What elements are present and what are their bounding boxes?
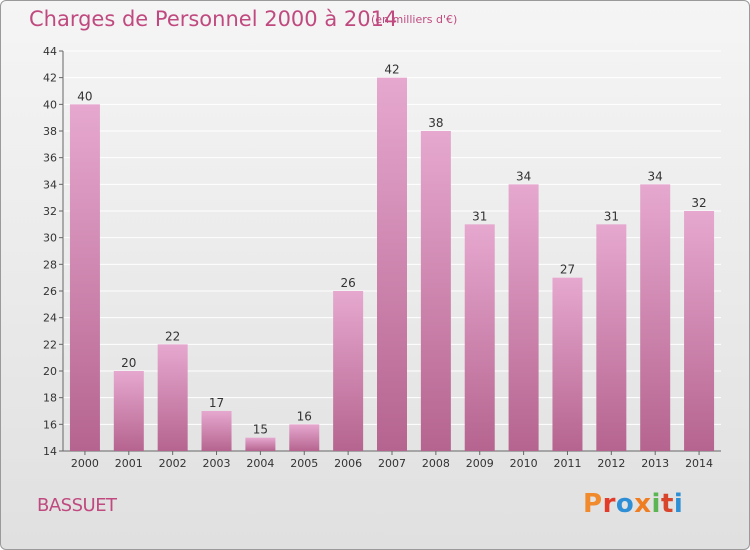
x-tick-label: 2001 xyxy=(115,457,143,470)
y-tick-label: 20 xyxy=(43,365,57,378)
commune-name: BASSUET xyxy=(37,495,117,516)
bar-2005 xyxy=(289,424,320,451)
data-label-2004: 15 xyxy=(253,423,268,437)
bar-2011 xyxy=(552,277,583,451)
y-tick-label: 16 xyxy=(43,418,57,431)
y-tick-label: 28 xyxy=(43,258,57,271)
y-tick-label: 26 xyxy=(43,285,57,298)
data-label-2010: 34 xyxy=(516,169,531,183)
x-tick-label: 2013 xyxy=(641,457,669,470)
bar-2013 xyxy=(640,184,671,452)
y-tick-label: 38 xyxy=(43,125,57,138)
x-tick-label: 2003 xyxy=(203,457,231,470)
y-tick-label: 34 xyxy=(43,178,57,191)
bar-2003 xyxy=(201,411,232,451)
bar-2000 xyxy=(69,104,100,451)
bar-2004 xyxy=(245,437,276,451)
bar-2008 xyxy=(420,131,451,451)
data-label-2013: 34 xyxy=(648,169,663,183)
data-label-2009: 31 xyxy=(472,209,487,223)
y-tick-label: 44 xyxy=(43,45,57,58)
x-tick-label: 2004 xyxy=(246,457,274,470)
y-tick-label: 18 xyxy=(43,392,57,405)
data-label-2011: 27 xyxy=(560,263,575,277)
data-label-2003: 17 xyxy=(209,396,224,410)
y-tick-label: 40 xyxy=(43,98,57,111)
chart-subtitle: (en milliers d'€) xyxy=(371,13,458,26)
x-tick-label: 2008 xyxy=(422,457,450,470)
y-tick-label: 24 xyxy=(43,312,57,325)
data-label-2007: 42 xyxy=(384,63,399,77)
x-tick-label: 2002 xyxy=(159,457,187,470)
x-tick-label: 2000 xyxy=(71,457,99,470)
proxiti-logo[interactable]: Proxiti xyxy=(583,489,683,519)
bar-2001 xyxy=(113,371,144,451)
data-label-2001: 20 xyxy=(121,356,136,370)
y-tick-label: 22 xyxy=(43,338,57,351)
x-tick-label: 2009 xyxy=(466,457,494,470)
bar-2014 xyxy=(684,211,715,451)
logo-letter: i xyxy=(651,489,661,519)
logo-letter: t xyxy=(660,489,674,519)
x-tick-label: 2007 xyxy=(378,457,406,470)
bar-2012 xyxy=(596,224,627,451)
y-tick-label: 30 xyxy=(43,232,57,245)
x-tick-label: 2005 xyxy=(290,457,318,470)
chart-title: Charges de Personnel 2000 à 2014 xyxy=(29,7,398,31)
data-label-2000: 40 xyxy=(77,89,92,103)
bar-2002 xyxy=(157,344,188,451)
bar-2009 xyxy=(464,224,495,451)
x-tick-label: 2012 xyxy=(597,457,625,470)
bars xyxy=(69,77,715,452)
y-tick-label: 42 xyxy=(43,72,57,85)
x-tick-label: 2011 xyxy=(553,457,581,470)
y-tick-label: 32 xyxy=(43,205,57,218)
data-label-2012: 31 xyxy=(604,209,619,223)
labels: 40 2000 20 2001 22 2002 17 2003 15 2004 16 2005 26 20… xyxy=(71,63,713,470)
logo-letter: i xyxy=(673,489,684,519)
data-label-2014: 32 xyxy=(691,196,706,210)
bar-2010 xyxy=(508,184,539,452)
logo-letter: o xyxy=(615,489,635,519)
x-tick-label: 2006 xyxy=(334,457,362,470)
x-tick-label: 2010 xyxy=(510,457,538,470)
data-label-2002: 22 xyxy=(165,329,180,343)
y-tick-label: 36 xyxy=(43,152,57,165)
logo-letter: x xyxy=(634,489,652,519)
logo-letter: P xyxy=(583,489,603,519)
data-label-2006: 26 xyxy=(340,276,355,290)
logo-letter: r xyxy=(602,489,616,519)
y-tick-label: 14 xyxy=(43,445,57,458)
data-label-2005: 16 xyxy=(297,409,312,423)
bar-2007 xyxy=(377,77,407,452)
bar-2006 xyxy=(333,291,364,451)
x-tick-label: 2014 xyxy=(685,457,713,470)
data-label-2008: 38 xyxy=(428,116,443,130)
